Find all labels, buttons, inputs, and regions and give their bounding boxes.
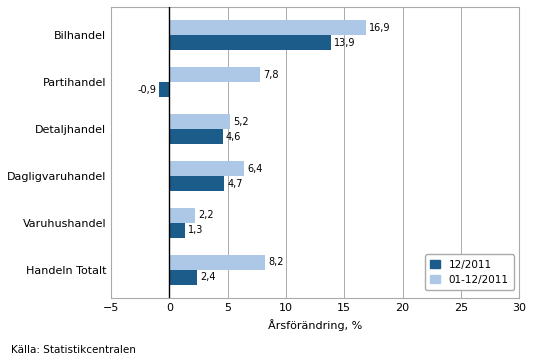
Legend: 12/2011, 01-12/2011: 12/2011, 01-12/2011 [425,255,514,290]
Bar [169,67,260,82]
Bar [169,161,244,176]
Bar [169,176,224,191]
Text: 16,9: 16,9 [369,23,391,33]
Text: Källa: Statistikcentralen: Källa: Statistikcentralen [11,345,135,355]
Text: 7,8: 7,8 [263,70,279,80]
Text: 1,3: 1,3 [188,225,203,236]
Bar [169,35,332,50]
Text: 2,2: 2,2 [198,210,214,220]
Text: 6,4: 6,4 [247,164,262,173]
Text: 4,7: 4,7 [227,178,243,188]
Text: -0,9: -0,9 [137,85,156,95]
Bar [169,223,184,238]
Bar [169,255,265,270]
Text: 2,4: 2,4 [200,272,216,283]
Bar [169,208,195,223]
Bar [169,129,223,144]
Text: 4,6: 4,6 [226,132,241,141]
Text: 13,9: 13,9 [334,38,356,48]
Bar [169,270,197,285]
Bar [169,20,366,35]
X-axis label: Årsförändring, %: Årsförändring, % [268,318,362,331]
Bar [159,82,169,97]
Bar [169,114,230,129]
Text: 8,2: 8,2 [268,257,284,267]
Text: 5,2: 5,2 [233,117,248,127]
